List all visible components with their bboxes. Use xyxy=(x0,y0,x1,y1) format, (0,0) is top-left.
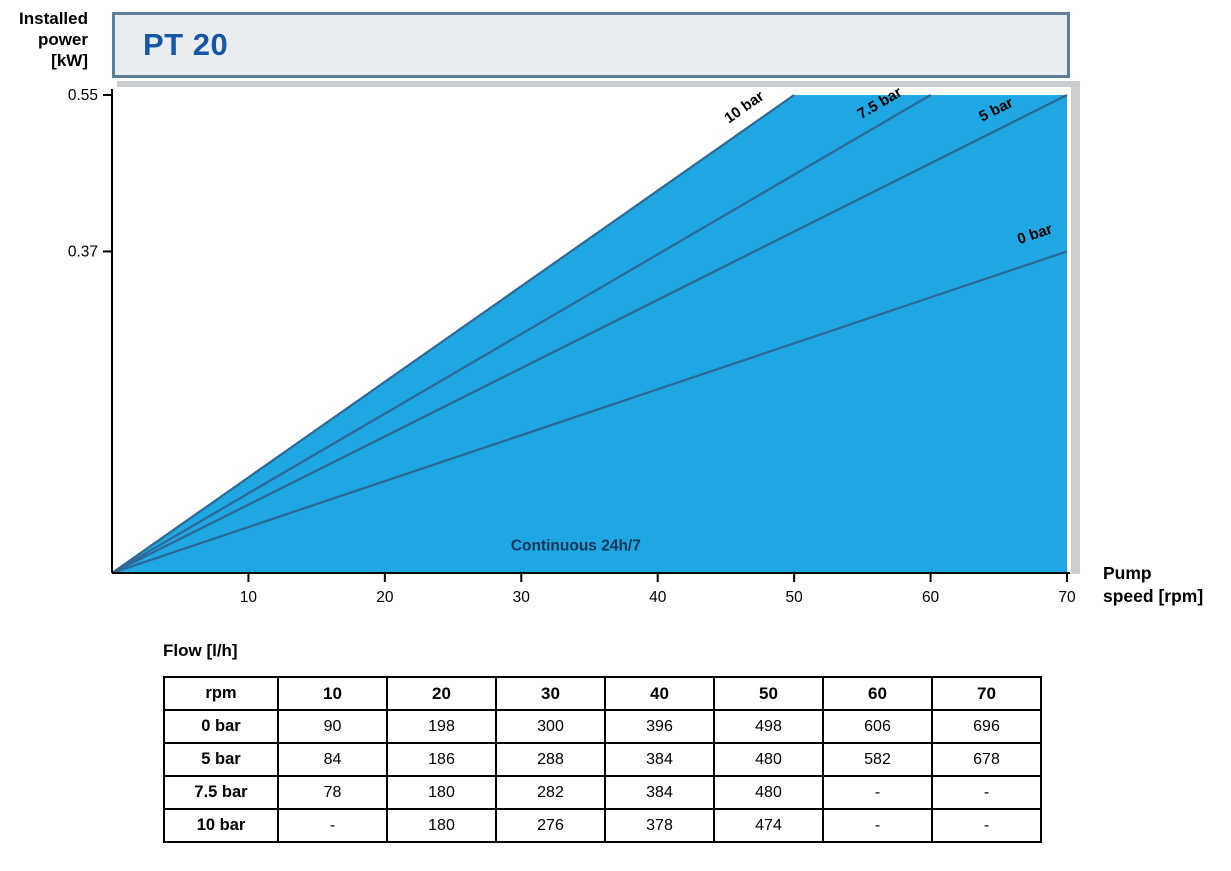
x-tick-label: 30 xyxy=(513,589,531,606)
series-line-0-bar xyxy=(111,250,1068,575)
x-tick-label: 40 xyxy=(649,589,667,606)
flow-cell: 384 xyxy=(604,775,715,810)
flow-cell: 288 xyxy=(495,742,606,777)
y-tick-label: 0.55 xyxy=(68,87,98,104)
flow-cell: 282 xyxy=(495,775,606,810)
flow-cell: 606 xyxy=(822,709,933,744)
chart-right-shadow-band xyxy=(1071,81,1080,574)
page-title: PT 20 xyxy=(143,27,229,62)
flow-cell: 696 xyxy=(931,709,1042,744)
row-header: 10 bar xyxy=(163,808,279,843)
x-axis-title-line-1: Pump xyxy=(1103,563,1152,583)
series-line-5-bar xyxy=(111,94,1068,574)
flow-cell: - xyxy=(822,775,933,810)
flow-cell: 480 xyxy=(713,775,824,810)
flow-cell: 384 xyxy=(604,742,715,777)
corner-header-rpm: rpm xyxy=(163,676,279,711)
flow-cell: 378 xyxy=(604,808,715,843)
x-tick-label: 60 xyxy=(922,589,940,606)
flow-cell: 582 xyxy=(822,742,933,777)
flow-table: rpm 10 20 30 40 50 60 70 0 bar 90 198 300 396 498 606 6… xyxy=(163,676,1042,843)
col-header-60: 60 xyxy=(822,676,933,711)
chart-header-box: PT 20 xyxy=(112,12,1070,78)
y-axis-title-line-3: [kW] xyxy=(51,51,88,70)
y-axis-title: Installed power [kW] xyxy=(2,8,88,71)
table-row: 10 bar -180 276 378 474- - xyxy=(163,808,1042,843)
flow-cell: - xyxy=(822,808,933,843)
row-header: 5 bar xyxy=(163,742,279,777)
flow-cell: 198 xyxy=(386,709,497,744)
flow-cell: 180 xyxy=(386,808,497,843)
row-header: 7.5 bar xyxy=(163,775,279,810)
series-line-7-5-bar xyxy=(111,94,932,574)
table-row: 0 bar 90 198 300 396 498 606 696 xyxy=(163,709,1042,744)
col-header-10: 10 xyxy=(277,676,388,711)
continuous-duty-label: Continuous 24h/7 xyxy=(511,537,641,554)
flow-cell: 180 xyxy=(386,775,497,810)
flow-cell: 480 xyxy=(713,742,824,777)
x-axis-title: Pump speed [rpm] xyxy=(1103,562,1203,608)
flow-cell: 396 xyxy=(604,709,715,744)
x-axis-title-line-2: speed [rpm] xyxy=(1103,586,1204,606)
table-header-row: rpm 10 20 30 40 50 60 70 xyxy=(163,676,1042,711)
x-tick-label: 50 xyxy=(786,589,804,606)
flow-cell: - xyxy=(931,808,1042,843)
header-shadow-band xyxy=(117,81,1080,87)
flow-cell: 678 xyxy=(931,742,1042,777)
flow-cell: 498 xyxy=(713,709,824,744)
flow-table-title: Flow [l/h] xyxy=(163,641,238,660)
y-tick-label: 0.37 xyxy=(68,243,98,260)
table-row: 7.5 bar 78 180 282 384 480- - xyxy=(163,775,1042,810)
flow-cell: 300 xyxy=(495,709,606,744)
flow-cell: 90 xyxy=(277,709,388,744)
flow-cell: - xyxy=(931,775,1042,810)
col-header-30: 30 xyxy=(495,676,606,711)
col-header-40: 40 xyxy=(604,676,715,711)
flow-cell: 84 xyxy=(277,742,388,777)
x-tick-label: 70 xyxy=(1058,589,1076,606)
table-row: 5 bar 84 186 288 384 480 582 678 xyxy=(163,742,1042,777)
y-axis-title-line-1: Installed xyxy=(19,9,88,28)
col-header-50: 50 xyxy=(713,676,824,711)
flow-cell: 276 xyxy=(495,808,606,843)
col-header-20: 20 xyxy=(386,676,497,711)
flow-cell: 474 xyxy=(713,808,824,843)
row-header: 0 bar xyxy=(163,709,279,744)
y-axis-title-line-2: power xyxy=(37,30,88,49)
flow-cell: 78 xyxy=(277,775,388,810)
x-tick-label: 10 xyxy=(240,589,258,606)
flow-cell: 186 xyxy=(386,742,497,777)
flow-cell: - xyxy=(277,808,388,843)
series-line-10-bar xyxy=(111,94,795,574)
x-tick-label: 20 xyxy=(376,589,394,606)
col-header-70: 70 xyxy=(931,676,1042,711)
